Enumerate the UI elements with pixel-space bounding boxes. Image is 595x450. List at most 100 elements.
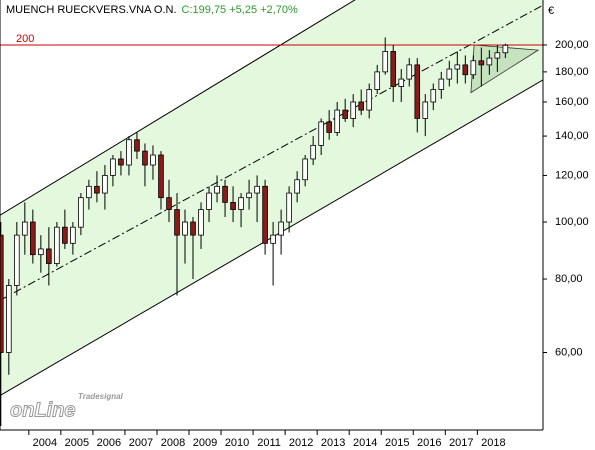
logo: Tradesignal onLine <box>10 392 124 422</box>
x-tick-label: 2004 <box>33 437 57 449</box>
candle-body <box>462 64 469 76</box>
candle-body <box>502 44 509 54</box>
y-tick-label: 160,00 <box>555 96 589 108</box>
candle-body <box>22 221 28 236</box>
y-tick-label: 100,00 <box>555 216 589 228</box>
x-tick-label: 2006 <box>97 437 121 449</box>
candle-body <box>254 185 260 194</box>
candle-body <box>262 185 268 244</box>
y-tick-label: 200,00 <box>555 39 589 51</box>
candle-body <box>0 234 4 353</box>
y-tick-label: 120,00 <box>555 169 589 181</box>
last-price: C:199,75 +5,25 +2,70% <box>182 4 298 16</box>
candle-body <box>310 144 316 160</box>
candle-body <box>174 209 180 236</box>
x-tick-label: 2015 <box>385 437 409 449</box>
candle-body <box>278 221 284 236</box>
candle-body <box>222 185 228 203</box>
candle-body <box>30 221 36 256</box>
candle-body <box>134 139 140 152</box>
x-tick-label: 2009 <box>193 437 217 449</box>
candle-body <box>126 139 132 166</box>
candle-body <box>150 154 156 166</box>
plot-area <box>0 0 543 426</box>
x-tick-label: 2014 <box>353 437 377 449</box>
candle-body <box>158 154 164 199</box>
x-tick-label: 2008 <box>161 437 185 449</box>
candle-body <box>318 121 324 146</box>
candle-body <box>102 175 108 194</box>
candle-body <box>206 192 212 210</box>
candle-body <box>438 78 445 90</box>
candle-body <box>406 64 413 80</box>
candle-body <box>6 285 12 353</box>
candle-body <box>182 221 188 236</box>
candle-body <box>366 89 373 111</box>
candle-body <box>350 101 356 119</box>
candle-body <box>294 179 300 194</box>
candle-body <box>286 192 292 223</box>
x-tick-label: 2005 <box>65 437 89 449</box>
candle-body <box>14 234 20 286</box>
candle-body <box>342 109 348 119</box>
candle-body <box>166 197 172 210</box>
candle-body <box>382 51 389 73</box>
logo-small: Tradesignal <box>78 392 124 401</box>
candle-body <box>78 197 84 228</box>
x-tick-label: 2013 <box>321 437 345 449</box>
x-tick-label: 2018 <box>481 437 505 449</box>
channel-middle <box>0 4 543 301</box>
y-tick-label: 60,00 <box>555 346 583 358</box>
candle-body <box>302 158 308 181</box>
candle-body <box>246 192 252 199</box>
candle-body <box>46 248 52 264</box>
x-tick-label: 2007 <box>129 437 153 449</box>
candle-body <box>270 234 276 244</box>
candle-body <box>334 109 340 133</box>
horizontal-line-label: 200 <box>16 33 34 45</box>
y-tick-label: 180,00 <box>555 66 589 78</box>
candle-body <box>486 57 493 66</box>
candle-body <box>62 226 68 244</box>
candle-body <box>190 221 196 236</box>
candle-body <box>38 248 44 256</box>
candle-body <box>398 78 405 87</box>
candle-body <box>470 60 477 76</box>
candle-body <box>230 201 236 210</box>
candle-body <box>118 158 124 166</box>
candle-body <box>142 150 148 166</box>
title-text: MUENCH RUECKVERS.VNA O.N. <box>6 4 177 16</box>
candle-body <box>94 185 100 194</box>
candle-body <box>478 60 485 66</box>
candle-body <box>326 121 332 133</box>
candle-body <box>374 71 381 90</box>
candle-body <box>214 185 220 194</box>
x-tick-label: 2016 <box>417 437 441 449</box>
logo-big: onLine <box>10 399 76 421</box>
candle-body <box>110 158 116 176</box>
candle-body <box>494 52 501 59</box>
candle-body <box>86 185 92 199</box>
candle-body <box>358 101 365 111</box>
chart-title: MUENCH RUECKVERS.VNA O.N. C:199,75 +5,25 … <box>6 4 298 16</box>
candle-body <box>198 209 204 236</box>
x-tick-label: 2012 <box>289 437 313 449</box>
candle-body <box>414 64 421 119</box>
x-tick-label: 2017 <box>449 437 473 449</box>
x-tick-label: 2011 <box>257 437 281 449</box>
candle-body <box>390 51 397 87</box>
candle-body <box>430 89 437 103</box>
channel-upper <box>0 0 356 216</box>
candle-body <box>70 226 76 244</box>
candle-body <box>238 197 244 210</box>
candle-body <box>446 68 453 80</box>
y-tick-label: 140,00 <box>555 130 589 142</box>
candle-body <box>422 101 429 119</box>
channel-fill <box>0 0 543 396</box>
y-tick-label: 80,00 <box>555 273 583 285</box>
candle-body <box>454 64 461 70</box>
candle-body <box>54 226 60 264</box>
x-tick-label: 2010 <box>225 437 249 449</box>
currency: € <box>548 5 554 17</box>
